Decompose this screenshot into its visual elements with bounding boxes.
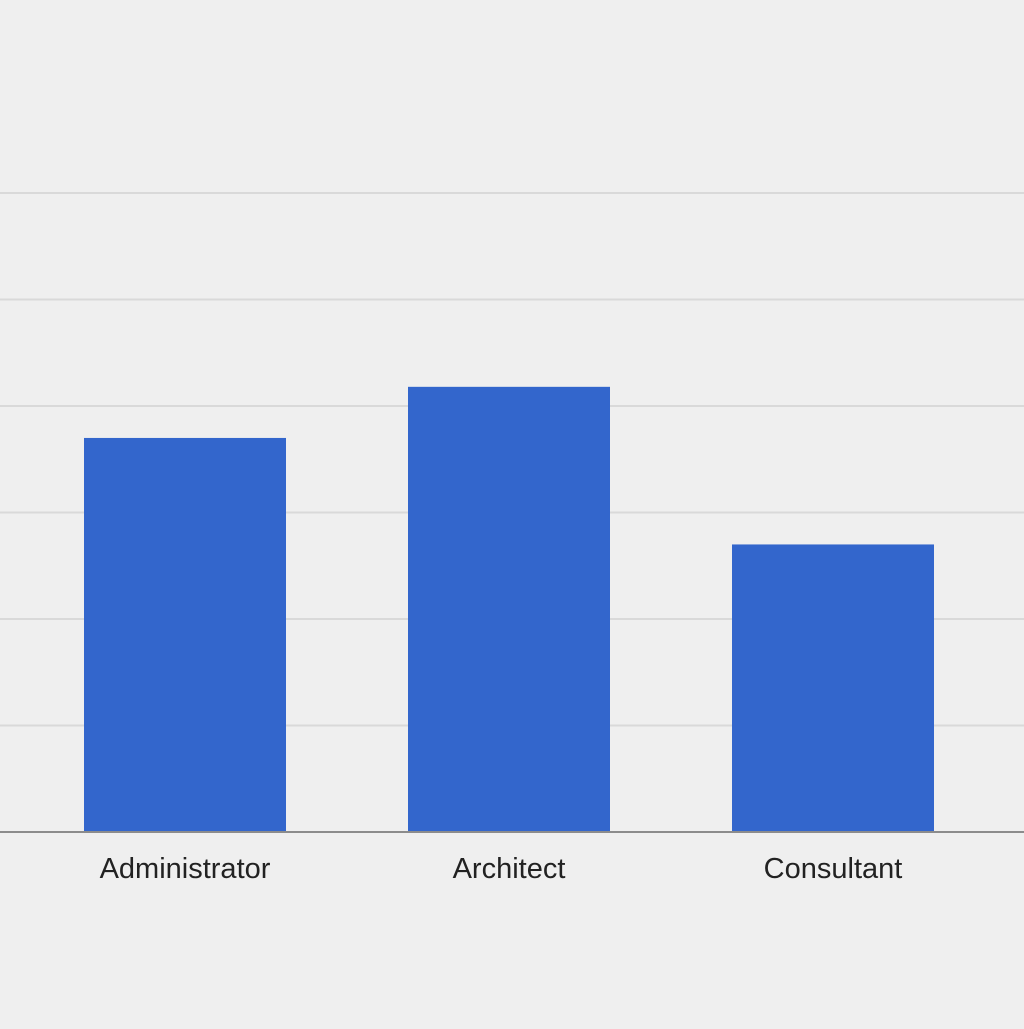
x-tick-label-administrator: Administrator xyxy=(100,853,271,885)
x-tick-label-consultant: Consultant xyxy=(764,853,903,885)
bar-administrator xyxy=(84,437,286,832)
x-tick-label-architect: Architect xyxy=(453,853,566,885)
bar-architect xyxy=(408,386,610,832)
bars xyxy=(84,386,934,832)
bar-consultant xyxy=(732,544,934,832)
x-axis-labels: Administrator Architect Consultant xyxy=(100,853,903,885)
